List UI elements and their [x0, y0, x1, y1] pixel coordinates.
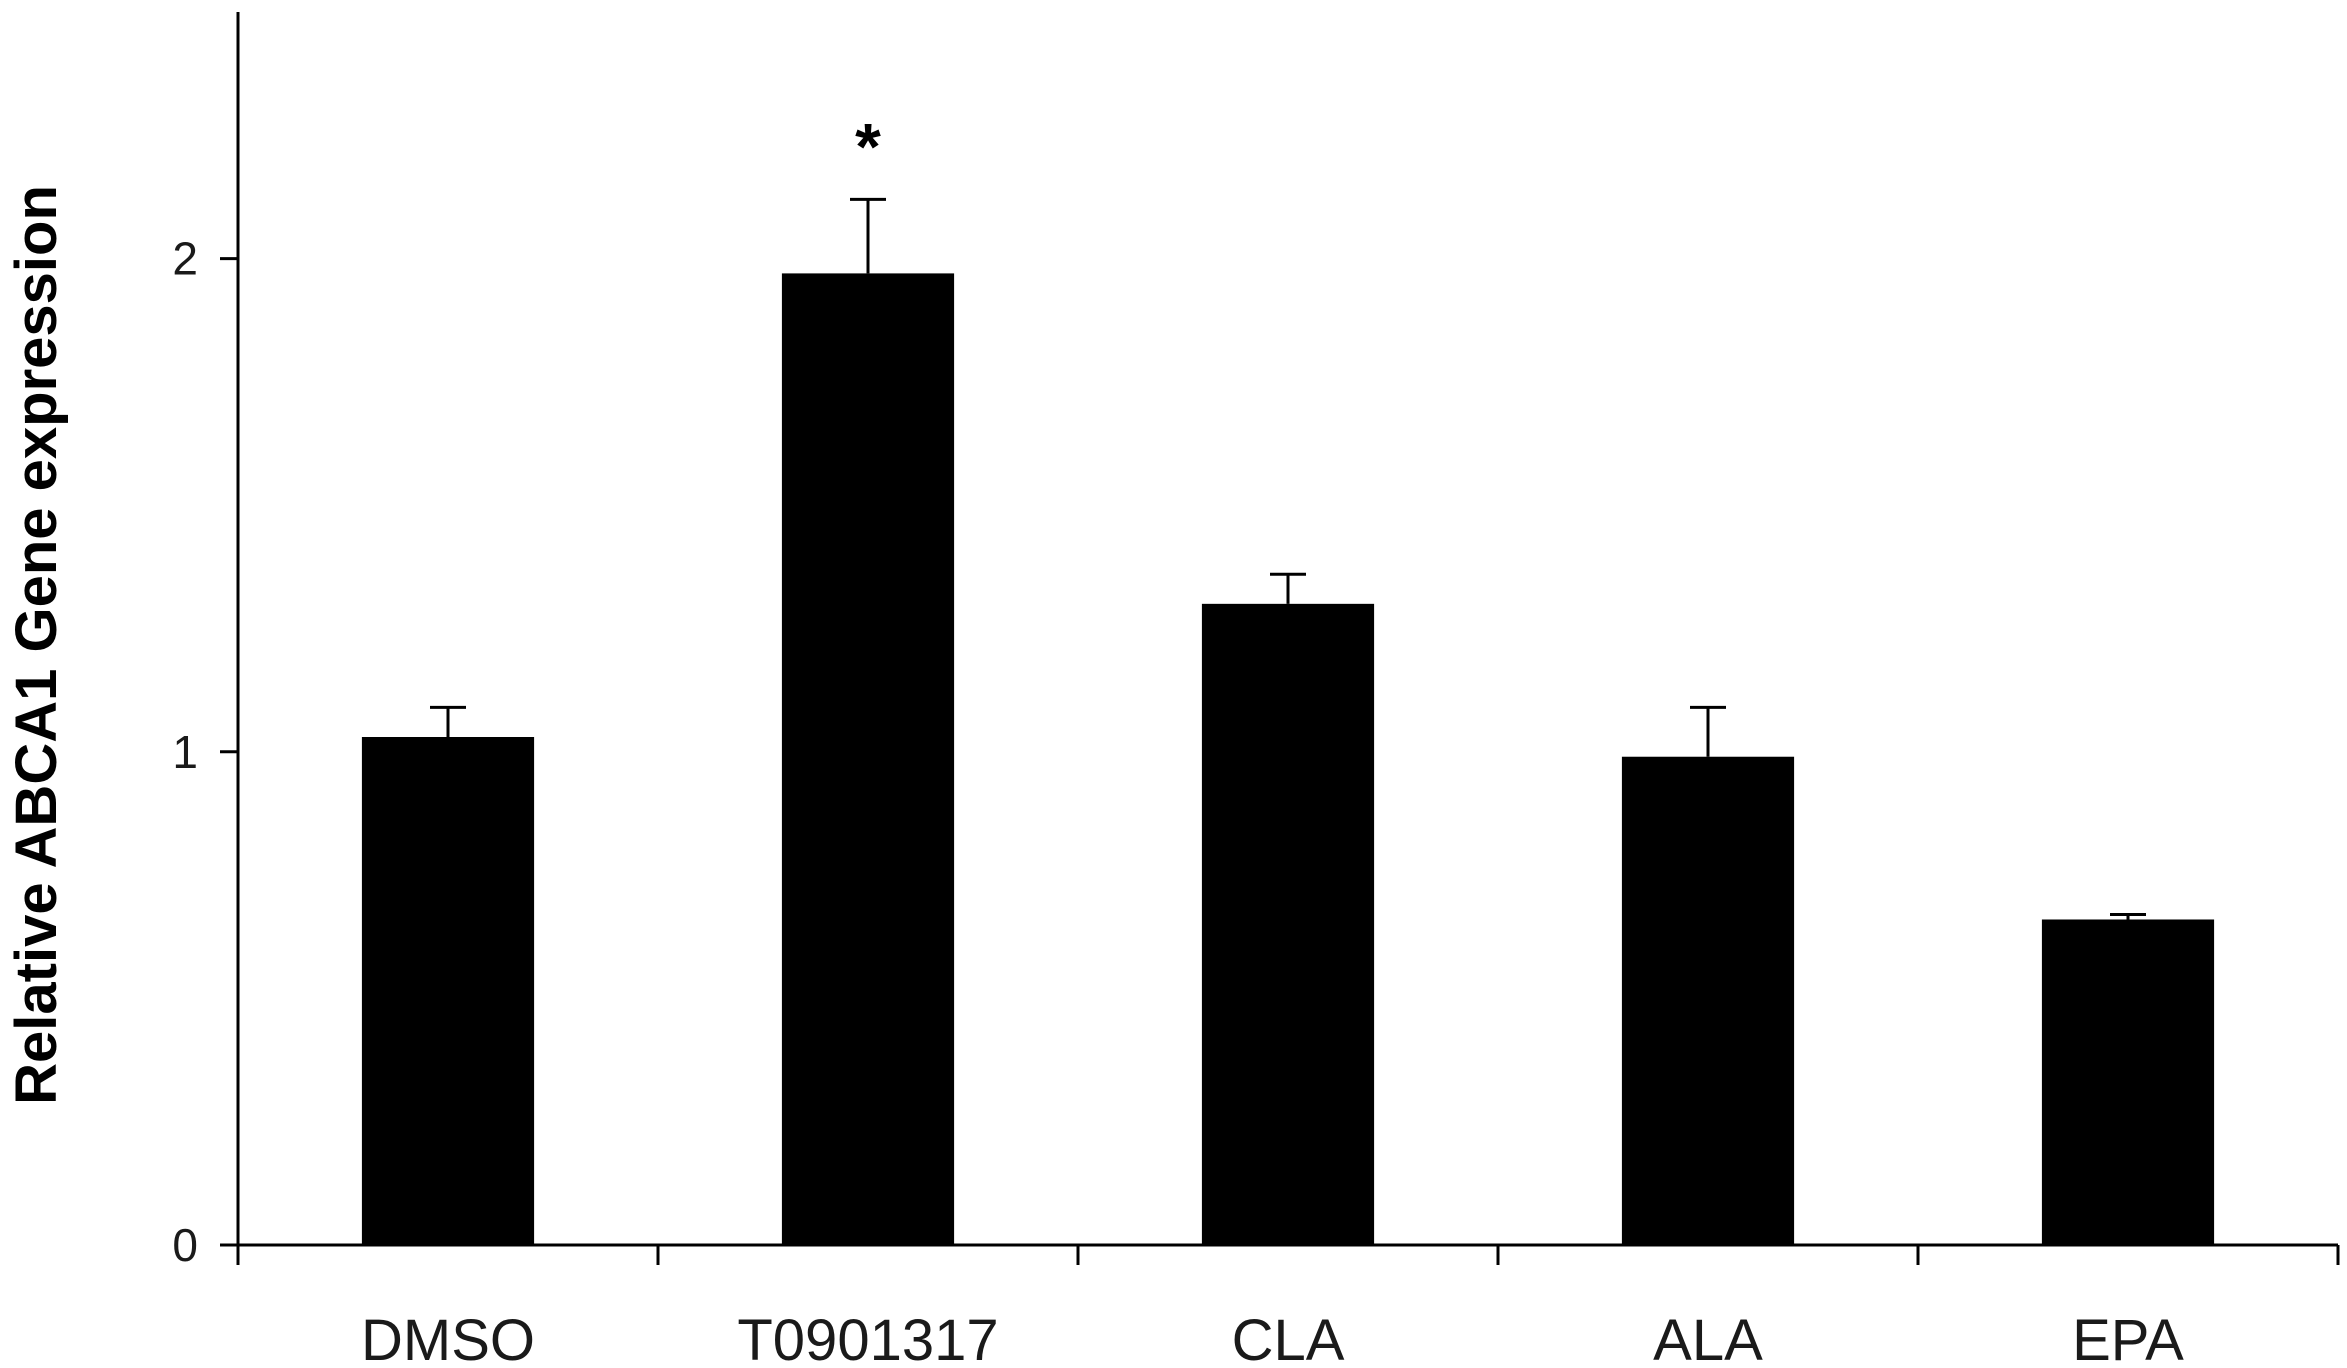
x-tick-label-t0901317: T0901317 — [737, 1308, 998, 1368]
bar-cla — [1201, 603, 1375, 1245]
error-bars — [430, 197, 2146, 920]
x-tick-label-ala: ALA — [1653, 1308, 1763, 1368]
x-tick-label-epa: EPA — [2072, 1308, 2184, 1368]
bars — [361, 273, 2215, 1245]
y-tick-label-0: 0 — [172, 1219, 198, 1271]
x-tick-label-cla: CLA — [1232, 1308, 1345, 1368]
bar-ala — [1621, 756, 1795, 1245]
bar-t0901317 — [781, 273, 955, 1245]
bar-epa — [2041, 919, 2215, 1245]
y-tick-label-1: 1 — [172, 726, 198, 778]
y-tick-label-2: 2 — [172, 233, 198, 285]
significance-marker: * — [855, 109, 881, 183]
x-axis — [236, 1243, 2340, 1265]
y-axis-label: Relative ABCA1 Gene expression — [4, 185, 69, 1105]
x-tick-label-dmso: DMSO — [361, 1308, 535, 1368]
bar-dmso — [361, 737, 535, 1245]
y-axis: 0 1 2 — [172, 12, 240, 1271]
labels: DMSO T0901317 * CLA ALA EPA — [361, 109, 2184, 1368]
